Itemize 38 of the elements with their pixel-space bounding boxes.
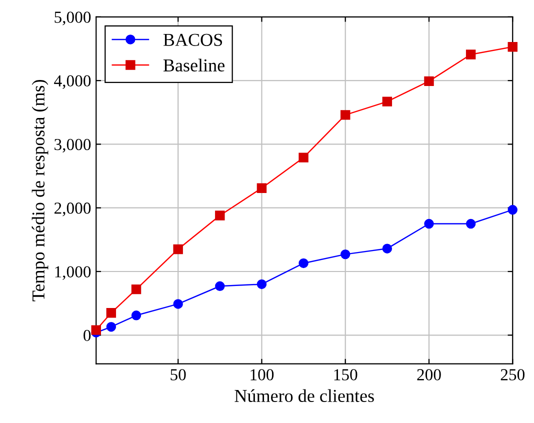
point xyxy=(382,96,392,106)
point xyxy=(466,50,476,60)
y-axis-title: Tempo médio de resposta (ms) xyxy=(32,80,48,302)
point xyxy=(131,310,142,320)
point xyxy=(131,284,142,294)
point xyxy=(173,244,183,254)
point xyxy=(424,218,434,229)
point xyxy=(91,325,101,335)
x-tick-label: 100 xyxy=(250,369,274,380)
x-tick-label: 50 xyxy=(170,369,186,380)
point xyxy=(340,110,350,120)
point xyxy=(340,249,350,260)
y-tick-label: 0 xyxy=(84,330,91,342)
x-axis-title: Número de clientes xyxy=(234,389,374,402)
y-tick-label: 2,000 xyxy=(54,202,91,216)
point xyxy=(508,42,518,52)
point xyxy=(215,281,225,291)
point xyxy=(508,204,518,215)
legend-label: Baseline xyxy=(163,58,224,72)
legend-label: BACOS xyxy=(163,34,222,46)
y-tick-label: 5,000 xyxy=(54,12,91,26)
point xyxy=(424,76,434,86)
point xyxy=(298,258,308,268)
point xyxy=(106,322,116,332)
point xyxy=(256,183,267,193)
y-tick-label: 3,000 xyxy=(54,138,91,153)
point xyxy=(173,299,183,309)
point xyxy=(298,152,308,162)
point xyxy=(382,244,392,254)
y-tick-label: 1,000 xyxy=(55,266,91,280)
point xyxy=(106,308,116,318)
y-tick-label: 4,000 xyxy=(54,75,91,89)
x-tick-label: 250 xyxy=(500,369,525,380)
x-tick-label: 150 xyxy=(334,369,358,380)
point xyxy=(256,279,267,290)
x-tick-label: 200 xyxy=(417,369,441,380)
point xyxy=(215,210,225,220)
point xyxy=(466,218,476,229)
